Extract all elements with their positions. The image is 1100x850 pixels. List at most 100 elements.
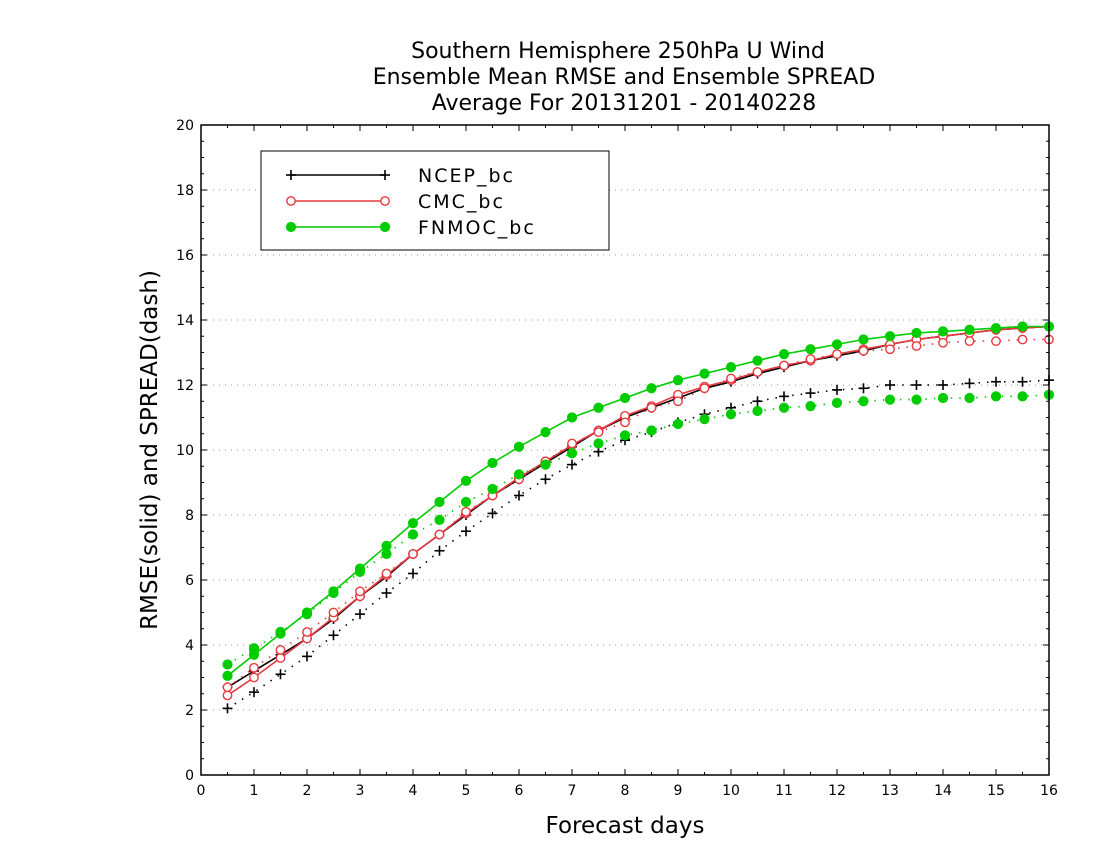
y-tick-label-14: 14 <box>176 313 194 329</box>
data-point <box>911 394 922 405</box>
data-point <box>566 448 578 459</box>
x-tick-label-9: 9 <box>674 783 683 799</box>
data-point <box>885 380 895 390</box>
data-point <box>355 609 365 620</box>
legend-label: FNMOC_bc <box>418 217 536 239</box>
data-point <box>514 490 524 501</box>
data-point <box>991 336 1001 347</box>
data-point <box>805 401 816 412</box>
data-point <box>884 331 896 342</box>
data-point <box>275 644 286 655</box>
x-tick-label-15: 15 <box>987 783 1005 799</box>
data-point <box>222 703 233 714</box>
legend-marker <box>286 196 296 206</box>
data-point <box>434 496 445 508</box>
x-tick-label-10: 10 <box>722 783 740 799</box>
data-point <box>540 459 551 470</box>
data-point <box>302 651 312 662</box>
legend-label: CMC_bc <box>418 191 505 213</box>
y-tick-label-12: 12 <box>176 378 194 394</box>
x-tick-label-7: 7 <box>568 783 577 799</box>
data-point <box>513 441 525 452</box>
x-tick-label-14: 14 <box>934 783 952 799</box>
data-point <box>487 457 498 469</box>
data-point <box>805 354 816 364</box>
data-point <box>434 514 445 525</box>
data-point <box>302 627 312 637</box>
series-fnmoc_bc-spread <box>222 389 1055 670</box>
data-point <box>991 376 1001 387</box>
data-point <box>646 425 657 436</box>
plot-series <box>222 321 1055 714</box>
x-tick-label-3: 3 <box>356 783 365 799</box>
x-tick-label-13: 13 <box>881 783 899 799</box>
data-point <box>328 630 339 641</box>
x-tick-label-0: 0 <box>197 783 206 799</box>
series-line <box>227 379 1050 710</box>
x-tick-label-11: 11 <box>775 783 793 799</box>
series-ncep_bc <box>222 321 1054 693</box>
data-point <box>328 587 339 599</box>
data-point <box>461 506 471 517</box>
data-point <box>937 326 949 337</box>
data-point <box>672 418 684 430</box>
x-tick-label-8: 8 <box>621 783 630 799</box>
data-point <box>911 327 922 339</box>
data-point <box>354 566 366 577</box>
data-point <box>726 373 736 384</box>
data-point <box>567 459 577 470</box>
y-tick-label-4: 4 <box>185 638 194 654</box>
data-point <box>699 368 710 379</box>
data-point <box>487 508 498 519</box>
data-point <box>699 414 710 425</box>
data-point <box>1017 334 1028 345</box>
y-tick-label-20: 20 <box>176 118 194 134</box>
data-point <box>275 669 286 680</box>
data-point <box>487 483 498 495</box>
data-point <box>858 383 869 394</box>
data-point <box>832 384 842 395</box>
data-point <box>831 339 843 350</box>
series-line <box>227 394 1050 666</box>
data-point <box>858 345 869 356</box>
data-point <box>381 568 392 579</box>
data-point <box>407 518 419 529</box>
data-point <box>567 438 577 449</box>
data-point <box>1017 391 1028 402</box>
data-point <box>752 405 763 417</box>
data-point <box>434 529 445 540</box>
data-point <box>408 549 418 559</box>
data-point <box>646 402 657 413</box>
x-tick-label-12: 12 <box>828 783 846 799</box>
data-point <box>593 427 604 438</box>
data-point <box>249 662 259 673</box>
data-point <box>1017 321 1028 332</box>
legend-item-cmc_bc: CMC_bc <box>286 191 505 213</box>
data-point <box>779 360 789 371</box>
data-point <box>990 323 1002 334</box>
data-point <box>249 687 259 698</box>
data-point <box>752 355 763 366</box>
y-tick-label-6: 6 <box>185 573 194 589</box>
data-point <box>885 344 895 355</box>
data-point <box>593 438 604 449</box>
y-tick-label-2: 2 <box>185 703 194 719</box>
legend-marker <box>286 170 296 180</box>
data-point <box>328 607 339 618</box>
chart-title: Southern Hemisphere 250hPa U Wind Ensemb… <box>373 39 876 116</box>
y-tick-label-8: 8 <box>185 508 194 524</box>
x-tick-label-5: 5 <box>462 783 471 799</box>
data-point <box>540 427 551 438</box>
data-point <box>646 383 657 394</box>
series-cmc_bc <box>222 321 1054 701</box>
data-point <box>275 626 286 638</box>
x-tick-label-4: 4 <box>409 783 418 799</box>
data-point <box>725 362 737 373</box>
data-point <box>964 324 975 335</box>
y-axis-title: RMSE(solid) and SPREAD(dash) <box>137 270 163 630</box>
data-point <box>911 380 922 390</box>
y-tick-label-18: 18 <box>176 183 194 199</box>
x-axis-title: Forecast days <box>546 813 705 839</box>
